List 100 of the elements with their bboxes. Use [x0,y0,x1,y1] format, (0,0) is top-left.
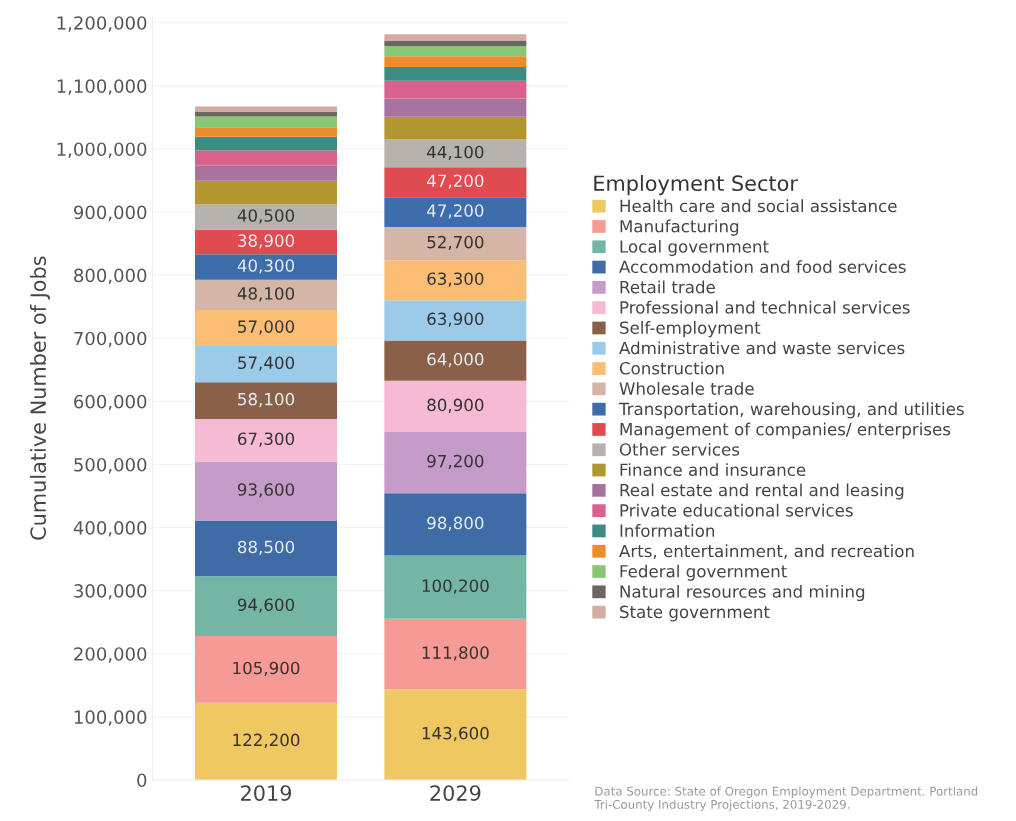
y-tick-label: 600,000 [74,394,147,411]
bar [195,461,338,521]
y-tick-label: 1,000,000 [57,142,147,158]
bar [384,116,527,140]
data-label: 94,600 [237,598,295,613]
bar [384,689,527,780]
bar [195,418,338,462]
legend-label: Manufacturing [620,219,739,236]
source-note: Data Source: State of Oregon Employment Department. Portland Tri-County Industry Projections, 2019-2029. [594,786,978,812]
legend-label: Local government [620,239,769,257]
bar [384,167,527,198]
legend-label: Self-employment [620,321,761,338]
legend-label: Private educational services [620,503,853,517]
bar [195,106,338,112]
y-tick-label: 300,000 [74,584,147,600]
legend-label: Health care and social assistance [620,199,897,213]
y-tick-label: 900,000 [74,205,147,221]
bar [384,260,527,301]
y-tick-label: 200,000 [74,647,147,663]
bar [384,46,527,57]
data-label: 105,900 [233,661,300,676]
data-label: 40,300 [237,259,295,274]
bar [384,66,527,81]
data-label: 48,100 [237,287,295,302]
legend-label: Natural resources and mining [620,584,865,602]
bar [195,111,338,117]
data-label: 97,200 [427,454,484,470]
legend-label: Federal government [620,564,787,581]
bar [195,636,338,703]
data-label: 38,900 [238,234,295,249]
legend-label: Arts, entertainment, and recreation [619,544,914,559]
legend-label: Transportation, warehousing, and utilities [618,402,964,419]
legend-label: Real estate and rental and leasing [620,483,904,500]
legend-label: Accommodation and food services [619,260,906,274]
legend-label: Management of companies/ enterprises [620,422,951,439]
bar [195,310,338,347]
bar [384,618,527,690]
data-label: 93,600 [237,483,295,498]
legend-title: Employment Sector [594,174,798,196]
bar [384,380,527,432]
data-label: 80,900 [427,398,484,413]
bar [195,136,338,151]
data-label: 98,800 [427,516,484,531]
data-label: 57,400 [238,356,295,371]
bar [195,346,338,383]
y-tick-label: 100,000 [74,710,147,726]
bar [384,139,527,168]
x-tick-label: 2019 [241,785,292,801]
y-tick-label: 800,000 [74,268,147,285]
legend-label: Retail trade [620,280,715,294]
data-label: 63,300 [427,272,484,287]
y-axis-title: Cumulative Number of Jobs [29,256,50,540]
legend-label: Professional and technical services [620,300,910,314]
bar [195,116,338,128]
data-label: 122,200 [233,733,300,748]
data-label: 47,200 [427,204,484,219]
legend-label: Other services [619,442,740,456]
bar [384,98,527,117]
bar [384,340,527,381]
data-label: 67,300 [238,432,295,447]
bar [384,493,527,556]
bar [384,300,527,341]
bar [195,702,338,780]
bar [195,576,338,637]
data-label: 58,100 [238,392,295,408]
data-label: 57,000 [238,320,295,335]
data-label: 52,700 [427,235,484,251]
bar [195,150,338,166]
legend-label: Information [620,524,715,537]
data-label: 63,900 [427,312,484,327]
legend-label: Administrative and waste services [619,341,905,355]
y-tick-label: 500,000 [74,457,147,474]
x-tick-label: 2029 [430,785,481,801]
bar [384,555,527,619]
bar [195,279,338,311]
y-tick-label: 0 [137,773,147,788]
data-label: 143,600 [422,726,489,742]
bar [195,229,338,255]
data-label: 47,200 [427,174,484,189]
data-label: 100,200 [422,579,489,594]
bar [384,226,527,261]
data-label: 64,000 [427,352,484,368]
bar [195,254,338,280]
bar [384,431,527,494]
bar [384,40,527,47]
data-label: 44,100 [427,145,484,160]
y-tick-label: 1,200,000 [57,16,147,32]
data-label: 111,800 [422,646,489,661]
legend-label: Construction [619,361,724,375]
bar [195,520,338,577]
data-label: 88,500 [237,540,295,555]
legend-label: Wholesale trade [619,381,754,395]
bar [195,127,338,137]
bar [195,382,338,419]
y-tick-label: 400,000 [73,521,147,537]
bar [384,56,527,67]
legend-label: State government [620,605,770,622]
bar [384,197,527,227]
legend-label: Finance and insurance [620,463,806,477]
y-tick-label: 700,000 [74,331,147,348]
